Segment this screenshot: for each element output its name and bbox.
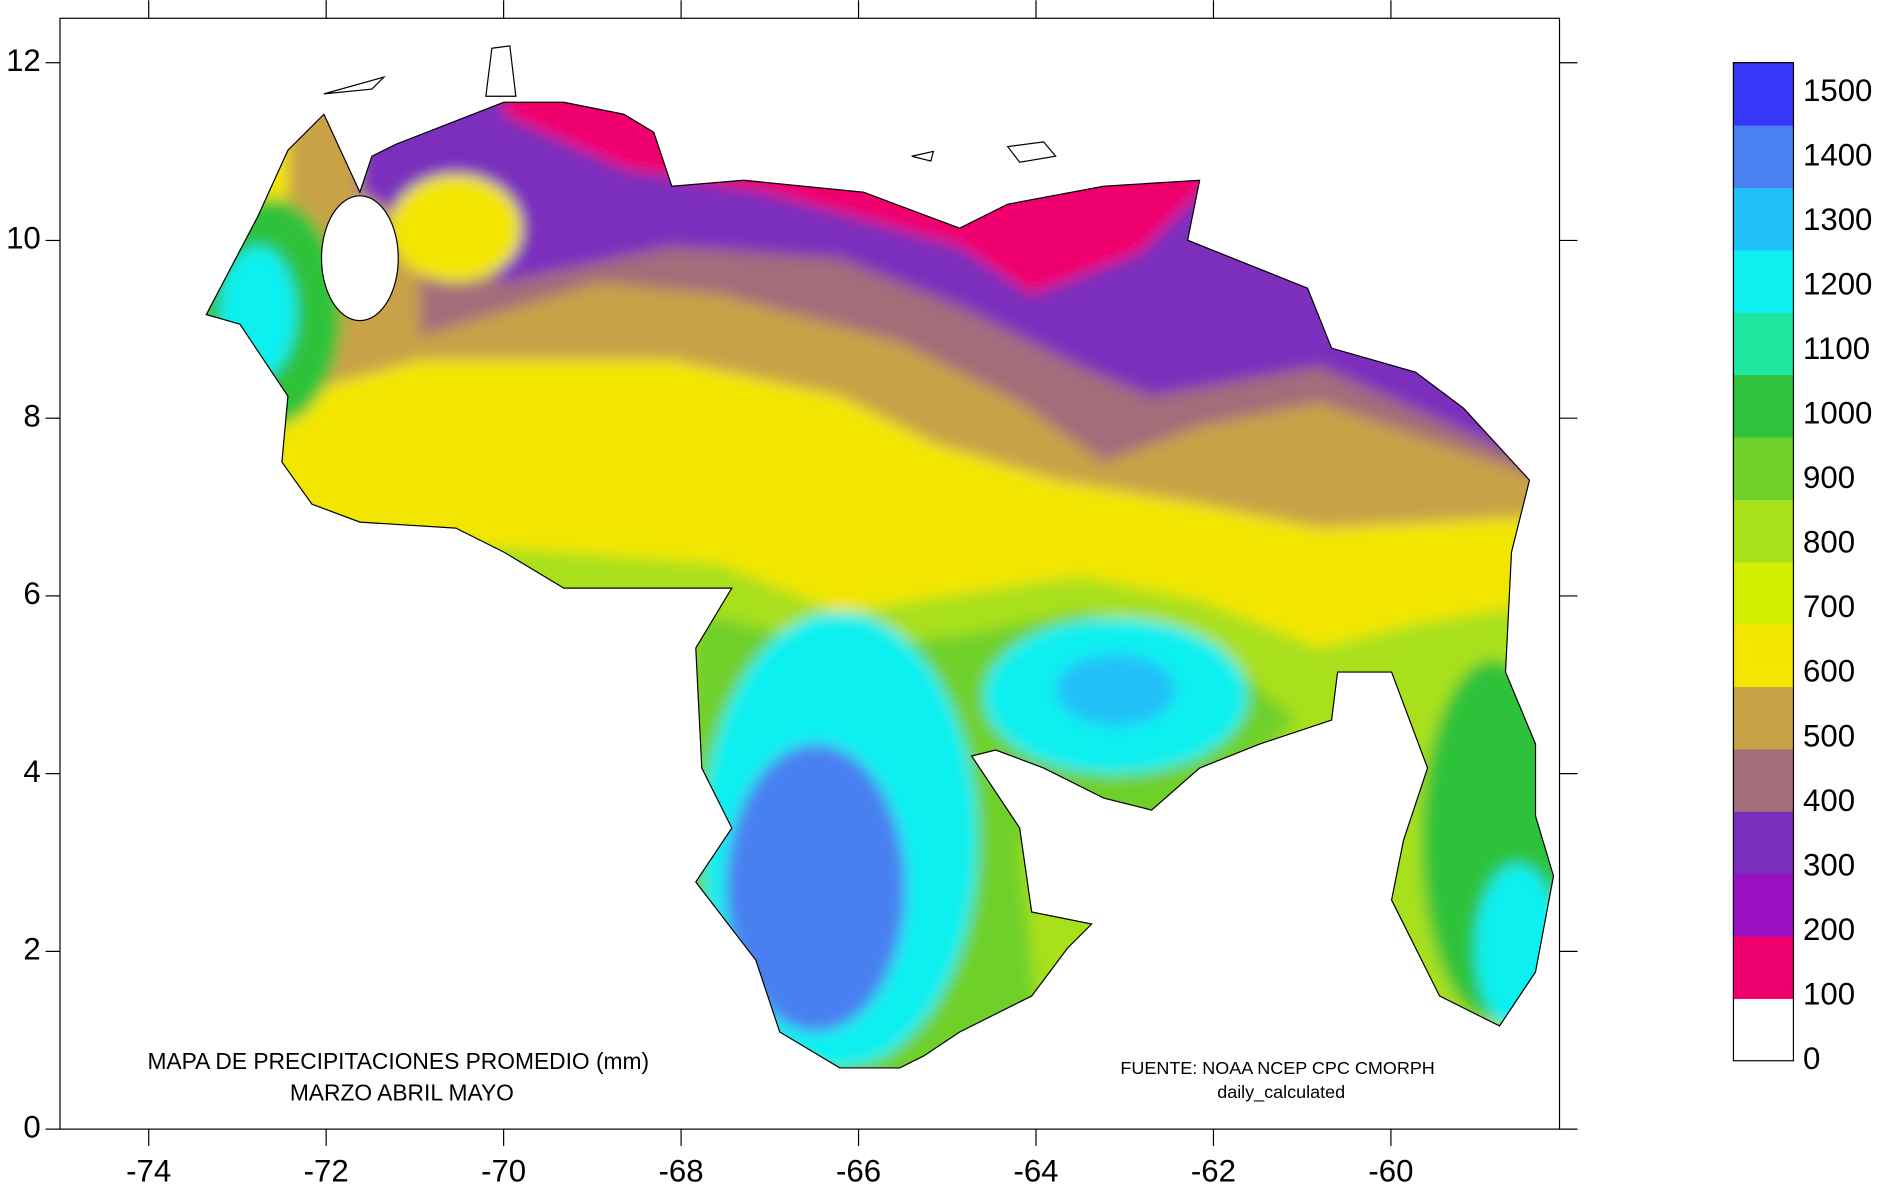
- colorbar-bin: [1732, 935, 1795, 999]
- axes: -74 -72 -70 -68 -66 -64 -62 -60 0 2 4 6 8 10 12: [6, 0, 1578, 1189]
- x-tick-label: -68: [659, 1154, 704, 1189]
- x-tick-label: -62: [1191, 1154, 1236, 1189]
- colorbar-label: 900: [1803, 460, 1855, 495]
- colorbar-bin: [1732, 373, 1795, 438]
- colorbar-label: 500: [1803, 718, 1855, 753]
- colorbar-label: 1300: [1803, 202, 1872, 237]
- colorbar-bin: [1732, 436, 1795, 500]
- country-border: [205, 101, 1555, 1069]
- y-tick-label: 8: [23, 398, 40, 433]
- colorbar-label: 1400: [1803, 137, 1872, 172]
- lake-maracaibo: [320, 195, 399, 322]
- y-tick-label: 0: [23, 1109, 40, 1144]
- source: FUENTE: NOAA NCEP CPC CMORPH: [1120, 1058, 1434, 1078]
- x-tick-label: -60: [1368, 1154, 1413, 1189]
- colorbar-bin: [1732, 810, 1795, 875]
- map-frame: [59, 17, 1561, 1130]
- colorbar-label: 100: [1803, 976, 1855, 1011]
- colorbar-label: 600: [1803, 654, 1855, 689]
- colorbar-label: 800: [1803, 525, 1855, 560]
- x-tick-label: -72: [304, 1154, 349, 1189]
- colorbar-bin: [1732, 997, 1795, 1062]
- source-note: daily_calculated: [1217, 1082, 1345, 1103]
- colorbar-bin: [1732, 498, 1795, 563]
- y-tick-label: 12: [6, 43, 41, 78]
- colorbar-bin: [1732, 62, 1795, 126]
- colorbar-bin: [1732, 561, 1795, 625]
- colorbar-bin: [1732, 186, 1795, 251]
- map-subtitle: MARZO ABRIL MAYO: [290, 1079, 514, 1105]
- islands: [323, 45, 1057, 163]
- y-tick-label: 2: [23, 932, 40, 967]
- x-tick-label: -70: [481, 1154, 526, 1189]
- colorbar-bin: [1732, 873, 1795, 937]
- colorbar-bin: [1732, 748, 1795, 812]
- colorbar-label: 1100: [1803, 331, 1870, 366]
- colorbar-label: 1200: [1803, 267, 1872, 302]
- colorbar-label: 0: [1803, 1041, 1820, 1076]
- x-tick-label: -74: [126, 1154, 171, 1189]
- colorbar-label: 1500: [1803, 73, 1872, 108]
- colorbar-label: 400: [1803, 783, 1855, 818]
- x-tick-label: -66: [836, 1154, 881, 1189]
- colorbar-label: 300: [1803, 847, 1855, 882]
- map-title: MAPA DE PRECIPITACIONES PROMEDIO (mm): [147, 1048, 649, 1074]
- colorbar-bin: [1732, 623, 1795, 688]
- colorbar-bin: [1732, 311, 1795, 376]
- colorbar-bin: [1732, 249, 1795, 313]
- colorbar-label: 1000: [1803, 396, 1872, 431]
- colorbar-label: 200: [1803, 912, 1855, 947]
- colorbar-label: 700: [1803, 589, 1855, 624]
- colorbar-bin: [1732, 124, 1795, 189]
- y-tick-label: 4: [23, 754, 40, 789]
- colorbar: 0 100 200 300 400 500 600 700 800 900 1000 1100 1200…: [1732, 62, 1872, 1076]
- y-tick-label: 6: [23, 576, 40, 611]
- colorbar-bin: [1732, 685, 1795, 750]
- colorbar-frame: [1732, 62, 1795, 1062]
- y-tick-label: 10: [6, 221, 41, 256]
- x-tick-label: -64: [1013, 1154, 1058, 1189]
